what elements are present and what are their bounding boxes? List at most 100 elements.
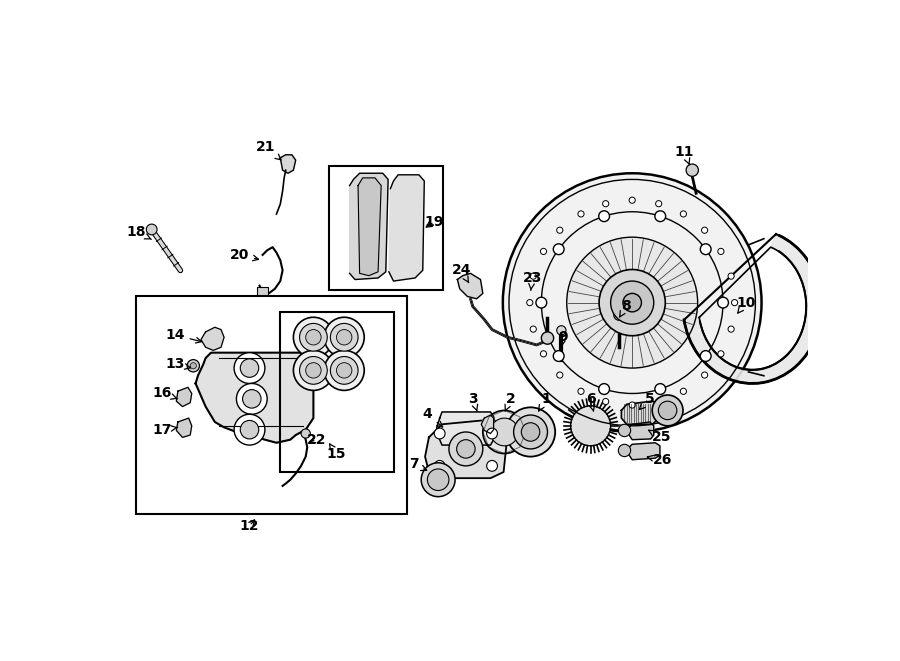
Text: 21: 21	[256, 140, 281, 160]
Circle shape	[482, 410, 526, 453]
Text: 26: 26	[647, 453, 672, 467]
Text: 13: 13	[165, 357, 191, 371]
Circle shape	[514, 415, 547, 449]
Polygon shape	[457, 274, 482, 299]
Circle shape	[293, 317, 333, 358]
Polygon shape	[621, 401, 662, 424]
Polygon shape	[684, 234, 822, 383]
Circle shape	[701, 227, 707, 233]
Text: 17: 17	[153, 422, 177, 437]
Circle shape	[700, 350, 711, 362]
Text: 20: 20	[230, 248, 258, 262]
Circle shape	[187, 360, 200, 372]
Polygon shape	[195, 353, 313, 443]
Circle shape	[240, 420, 258, 439]
Polygon shape	[176, 387, 192, 407]
Circle shape	[578, 388, 584, 395]
Circle shape	[732, 299, 738, 305]
Circle shape	[618, 424, 631, 437]
Circle shape	[521, 423, 540, 442]
Circle shape	[686, 164, 698, 176]
Circle shape	[557, 326, 566, 335]
Circle shape	[306, 330, 321, 345]
Polygon shape	[349, 173, 388, 280]
Text: 1: 1	[538, 392, 551, 411]
Polygon shape	[280, 155, 296, 173]
Circle shape	[337, 330, 352, 345]
Text: 12: 12	[239, 519, 259, 533]
Circle shape	[554, 244, 564, 254]
Polygon shape	[436, 412, 496, 445]
Circle shape	[567, 237, 698, 368]
Circle shape	[728, 273, 734, 279]
Circle shape	[614, 309, 625, 321]
Circle shape	[571, 406, 610, 446]
Circle shape	[540, 351, 546, 357]
Circle shape	[300, 323, 328, 351]
Circle shape	[717, 297, 728, 308]
Circle shape	[330, 356, 358, 384]
Circle shape	[680, 211, 687, 217]
Circle shape	[598, 383, 609, 395]
Circle shape	[540, 249, 546, 254]
Bar	[257, 288, 268, 295]
Circle shape	[541, 332, 554, 344]
Circle shape	[428, 469, 449, 490]
Circle shape	[554, 350, 564, 362]
Bar	[328, 165, 443, 290]
Circle shape	[728, 326, 734, 332]
Circle shape	[610, 281, 653, 324]
Circle shape	[302, 429, 310, 438]
Polygon shape	[629, 443, 660, 459]
Polygon shape	[482, 415, 493, 434]
Polygon shape	[629, 422, 653, 440]
Circle shape	[456, 440, 475, 458]
Bar	[280, 312, 394, 472]
Circle shape	[603, 399, 608, 405]
Circle shape	[234, 353, 265, 383]
Circle shape	[629, 197, 635, 204]
Text: 9: 9	[558, 330, 568, 347]
Circle shape	[718, 249, 724, 254]
Circle shape	[435, 461, 446, 471]
Text: 2: 2	[505, 392, 516, 411]
Circle shape	[243, 389, 261, 408]
Circle shape	[598, 211, 609, 221]
Circle shape	[680, 388, 687, 395]
Text: 6: 6	[586, 392, 596, 411]
Text: 3: 3	[468, 392, 478, 411]
Text: 24: 24	[452, 263, 471, 283]
Circle shape	[599, 270, 665, 336]
Polygon shape	[201, 327, 224, 350]
Polygon shape	[425, 420, 508, 478]
Text: 4: 4	[422, 407, 443, 427]
Circle shape	[487, 428, 498, 439]
Circle shape	[503, 173, 761, 432]
Circle shape	[237, 383, 267, 414]
Circle shape	[718, 351, 724, 357]
Circle shape	[337, 363, 352, 378]
Circle shape	[557, 372, 562, 378]
Circle shape	[530, 273, 536, 279]
Circle shape	[147, 224, 158, 235]
Circle shape	[659, 401, 677, 420]
Circle shape	[293, 350, 333, 391]
Circle shape	[618, 444, 631, 457]
Circle shape	[557, 227, 562, 233]
Text: 22: 22	[307, 433, 326, 447]
Text: 19: 19	[425, 215, 444, 229]
Text: 11: 11	[675, 145, 694, 165]
Circle shape	[701, 372, 707, 378]
Polygon shape	[389, 175, 424, 281]
Circle shape	[330, 323, 358, 351]
Circle shape	[652, 395, 683, 426]
Circle shape	[655, 383, 666, 395]
Text: 8: 8	[620, 299, 631, 317]
Text: 14: 14	[165, 328, 202, 343]
Circle shape	[324, 350, 365, 391]
Circle shape	[603, 201, 608, 207]
Text: 5: 5	[639, 392, 655, 409]
Circle shape	[623, 293, 642, 312]
Circle shape	[536, 297, 546, 308]
Bar	[136, 297, 408, 514]
